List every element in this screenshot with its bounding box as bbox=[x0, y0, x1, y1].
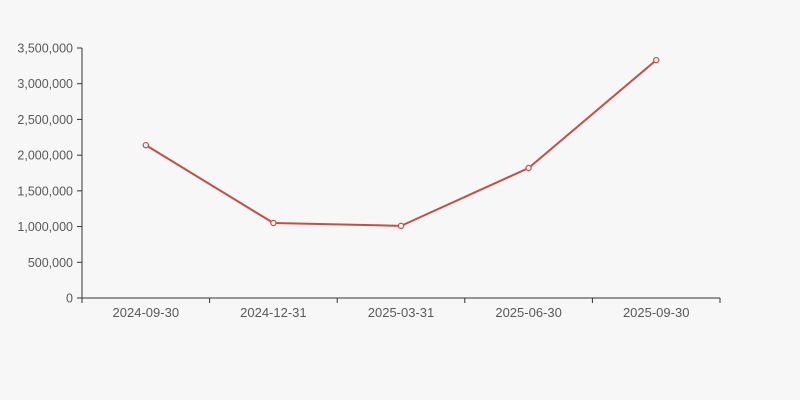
data-point-marker[interactable] bbox=[142, 141, 149, 149]
y-axis-tick-label: 3,500,000 bbox=[17, 42, 73, 56]
x-axis-tick-label: 2024-09-30 bbox=[113, 305, 180, 320]
y-axis-tick-label: 500,000 bbox=[28, 256, 73, 270]
y-axis-tick-label: 0 bbox=[66, 292, 73, 306]
y-axis-tick-label: 2,500,000 bbox=[17, 113, 73, 127]
data-point-marker[interactable] bbox=[525, 164, 532, 172]
y-axis-tick-label: 2,000,000 bbox=[17, 149, 73, 163]
x-axis-tick-label: 2025-03-31 bbox=[368, 305, 435, 320]
x-axis-tick-label: 2024-12-31 bbox=[240, 305, 307, 320]
x-axis-tick-label: 2025-06-30 bbox=[495, 305, 562, 320]
data-point-marker[interactable] bbox=[653, 56, 660, 64]
x-axis-tick-label: 2025-09-30 bbox=[623, 305, 690, 320]
y-axis-tick-label: 3,000,000 bbox=[17, 77, 73, 91]
data-point-marker[interactable] bbox=[397, 222, 405, 230]
data-point-marker[interactable] bbox=[270, 219, 277, 227]
y-axis-tick-label: 1,500,000 bbox=[17, 184, 73, 198]
y-axis-tick-label: 1,000,000 bbox=[17, 220, 73, 234]
